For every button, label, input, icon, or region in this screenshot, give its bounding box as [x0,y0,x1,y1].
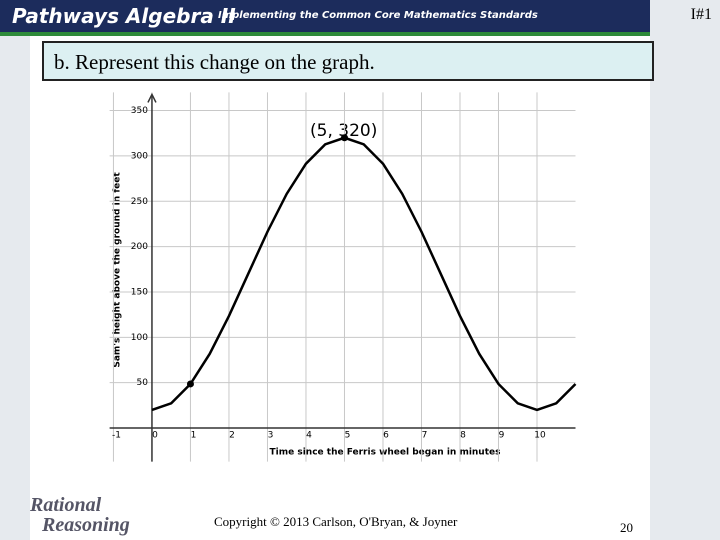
y-tick-label: 250 [131,197,148,207]
y-tick-label: 100 [131,333,148,343]
y-tick-label: 300 [131,151,148,161]
logo-line: Rational [30,494,102,516]
x-tick-label: 6 [383,431,389,441]
x-tick-label: 0 [152,431,158,441]
prompt-box: b. Represent this change on the graph. [42,41,654,81]
axis-arrow [147,92,157,103]
x-tick-label: 1 [191,431,197,441]
header-bar: Pathways Algebra II Implementing the Com… [0,0,650,32]
x-tick-label: 2 [229,431,235,441]
x-tick-label: 4 [306,431,312,441]
y-tick-label: 350 [131,106,148,116]
x-axis-title: Time since the Ferris wheel began in min… [270,448,501,458]
y-tick-label: 150 [131,287,148,297]
x-tick-label: -1 [112,431,121,441]
logo-line: Reasoning [42,514,130,536]
header-title: Pathways Algebra II [12,4,236,28]
plot-area [108,96,578,466]
y-axis-title: Sam's height above the ground in feet [113,172,123,368]
annotation: (5, 320) [310,121,377,141]
line [151,136,577,412]
y-tick-label: 50 [137,378,149,388]
point-marker [340,134,348,142]
header-subtitle: Implementing the Common Core Mathematics… [218,10,538,21]
x-tick-label: 3 [268,431,274,441]
x-tick-label: 10 [534,431,546,441]
page-number: 20 [620,520,633,535]
point-marker [186,380,194,388]
y-tick-label: 200 [131,242,148,252]
header-stripe [0,32,650,36]
x-tick-label: 9 [499,431,505,441]
x-tick-label: 5 [345,431,351,441]
x-tick-label: 7 [422,431,428,441]
x-tick-label: 8 [460,431,466,441]
copyright: Copyright © 2013 Carlson, O'Bryan, & Joy… [214,514,458,529]
slide-id: I#1 [690,6,712,23]
